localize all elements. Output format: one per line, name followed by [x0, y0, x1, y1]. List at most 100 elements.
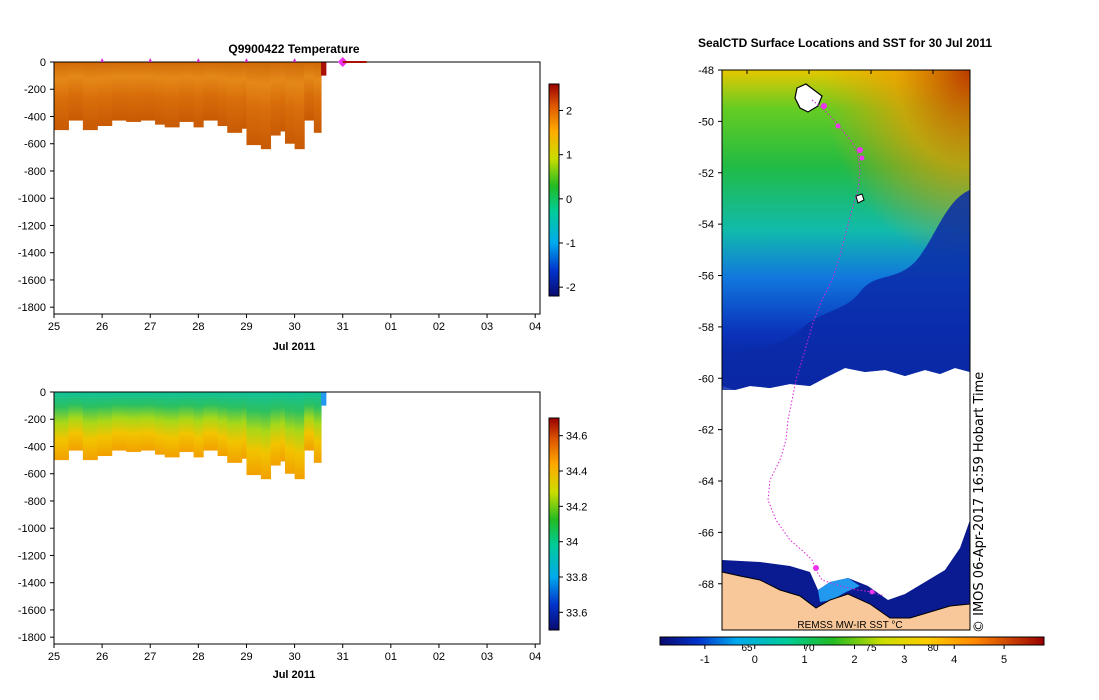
y-tick-label: -1200 — [18, 550, 46, 562]
profile-column — [164, 62, 180, 128]
sst-colorbar-tick-label: 0 — [752, 654, 758, 666]
profile-column — [313, 62, 322, 133]
coastal-polynya — [818, 578, 860, 602]
latitude-tick-label: -68 — [698, 579, 714, 591]
temperature-panel: Q9900422 Temperature 0 -200 -400 -600 -800 -1… — [18, 42, 576, 353]
y-tick-label: -1800 — [18, 302, 46, 314]
y-tick-label: -1200 — [18, 220, 46, 232]
x-tick-label: 31 — [337, 321, 349, 333]
y-tick-label: -800 — [24, 496, 46, 508]
profile-marker — [148, 58, 153, 62]
map-frame — [721, 69, 971, 631]
longitude-tick-label: 65 — [741, 643, 753, 654]
profile-column — [193, 62, 204, 128]
salinity-x-axis: 25 26 27 28 29 30 31 01 02 03 04 — [48, 644, 541, 663]
sst-colorbar-tick-label: 2 — [851, 654, 857, 666]
x-tick-label: 29 — [240, 651, 252, 663]
sst-colorbar — [659, 636, 1045, 646]
x-tick-label: 04 — [529, 321, 541, 333]
profile-column — [321, 392, 327, 406]
temperature-colorbar — [548, 83, 560, 297]
profile-column — [140, 62, 156, 121]
track-point — [869, 589, 875, 595]
antarctic-land — [722, 571, 970, 630]
profile-marker — [244, 58, 249, 62]
x-tick-label: 28 — [192, 651, 204, 663]
latitude-tick-label: -50 — [698, 116, 714, 128]
profile-column — [304, 62, 315, 121]
temperature-colorbar-ticks: 2 1 0 -1 -2 — [559, 106, 576, 294]
y-tick-label: -1000 — [18, 523, 46, 535]
latitude-tick-label: -64 — [698, 476, 714, 488]
temperature-plot-frame — [53, 61, 541, 315]
sst-map-panel: SealCTD Surface Locations and SST for 30… — [659, 36, 1045, 666]
salinity-colorbar — [548, 417, 560, 631]
profile-column — [217, 392, 228, 457]
profile-column — [111, 392, 127, 451]
x-tick-label: 04 — [529, 651, 541, 663]
profile-column — [241, 62, 247, 129]
longitude-tick-label: 70 — [803, 643, 815, 654]
y-tick-label: -1400 — [18, 578, 46, 590]
map-title: SealCTD Surface Locations and SST for 30… — [698, 36, 992, 50]
profile-column — [97, 392, 113, 457]
imos-credit: © IMOS 06-Apr-2017 16:59 Hobart Time — [972, 372, 987, 633]
y-tick-label: -1600 — [18, 275, 46, 287]
profile-column — [313, 392, 322, 463]
profile-column — [284, 392, 296, 474]
profile-column — [179, 392, 195, 452]
profile-column — [54, 62, 69, 131]
x-tick-label: 26 — [96, 321, 108, 333]
heard-island — [855, 193, 865, 204]
profile-column — [155, 392, 166, 455]
profile-column — [97, 62, 113, 127]
profile-column — [321, 62, 327, 76]
sst-colorbar-tick-label: 5 — [1001, 654, 1007, 666]
profile-column — [68, 392, 84, 451]
sst-colorbar-tick-label: 3 — [901, 654, 907, 666]
y-tick-label: -400 — [24, 441, 46, 453]
x-tick-label: 26 — [96, 651, 108, 663]
y-tick-label: -200 — [24, 84, 46, 96]
x-tick-label: 29 — [240, 321, 252, 333]
temperature-profile-markers — [100, 57, 367, 67]
x-tick-label: 25 — [48, 321, 60, 333]
sst-colorbar-tick-label: 4 — [951, 654, 957, 666]
x-tick-label: 27 — [144, 651, 156, 663]
sst-map: REMSS MW-IR SST °C — [722, 70, 970, 630]
x-tick-label: 27 — [144, 321, 156, 333]
latitude-tick-label: -60 — [698, 373, 714, 385]
y-tick-label: -1600 — [18, 605, 46, 617]
map-longitude-labels: 65 70 75 80 — [741, 70, 939, 654]
profile-column — [193, 392, 204, 458]
x-tick-label: 02 — [433, 651, 445, 663]
temperature-y-axis: 0 -200 -400 -600 -800 -1000 -1200 -1400 -1600 -18… — [18, 57, 54, 314]
x-tick-label: 31 — [337, 651, 349, 663]
colorbar-tick-label: 33.6 — [566, 607, 587, 619]
colorbar-tick-label: 34.4 — [566, 466, 587, 478]
profile-column — [280, 62, 286, 132]
y-tick-label: -1800 — [18, 632, 46, 644]
profile-column — [246, 392, 262, 476]
colorbar-tick-label: 34.2 — [566, 501, 587, 513]
sst-colorbar-tick-label: 1 — [802, 654, 808, 666]
x-tick-label: 01 — [385, 651, 397, 663]
colorbar-tick-label: 34 — [566, 537, 578, 549]
profile-column — [203, 392, 219, 451]
x-tick-label: 03 — [481, 651, 493, 663]
profile-column — [82, 392, 98, 461]
track-point — [813, 565, 819, 571]
coastal-ice-band — [722, 520, 970, 618]
profile-column — [164, 392, 180, 458]
profile-column — [68, 62, 84, 121]
profile-marker — [100, 58, 105, 62]
y-tick-label: -800 — [24, 166, 46, 178]
colorbar-tick-label: 34.6 — [566, 431, 587, 443]
profile-column — [294, 392, 305, 480]
x-tick-label: 30 — [288, 651, 300, 663]
profile-column — [241, 392, 247, 459]
profile-marker — [196, 58, 201, 62]
profile-column — [280, 392, 286, 462]
profile-column — [179, 62, 195, 122]
